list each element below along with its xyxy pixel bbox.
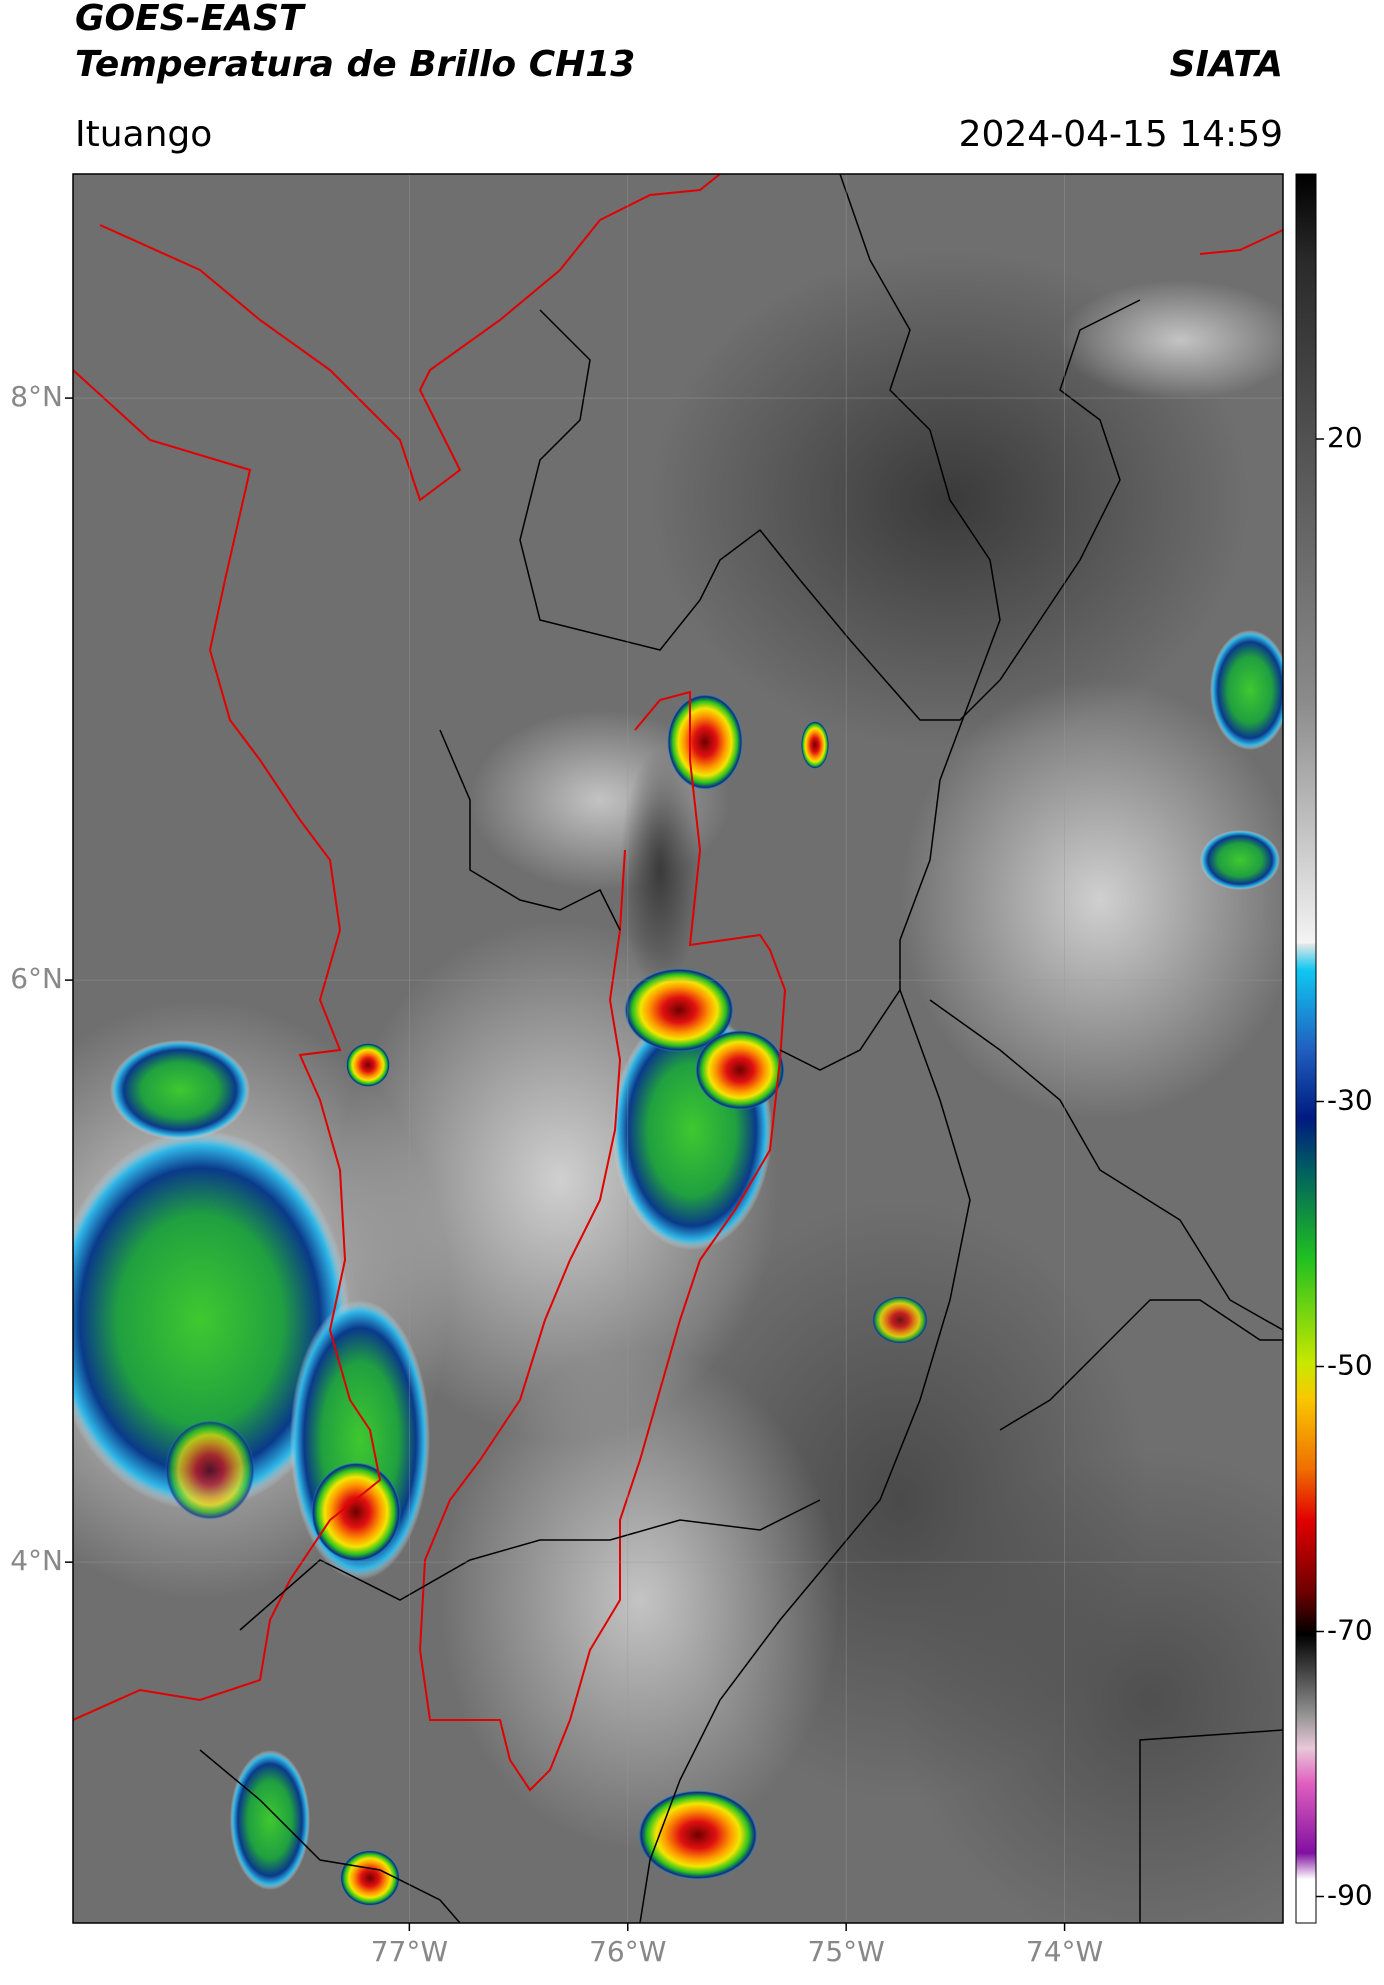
y-tick-label: 4°N bbox=[10, 1544, 63, 1577]
subtitle: Temperatura de Brillo CH13 bbox=[75, 44, 635, 85]
map-frame bbox=[72, 173, 1284, 1924]
timestamp: 2024-04-15 14:59 bbox=[959, 114, 1283, 155]
graticule bbox=[73, 174, 1283, 1923]
y-tick-label: 6°N bbox=[10, 962, 63, 995]
location: Ituango bbox=[75, 114, 212, 155]
source: SIATA bbox=[1170, 44, 1283, 85]
title: GOES-EAST bbox=[75, 0, 306, 39]
colorbar-tick-label: -30 bbox=[1327, 1084, 1373, 1117]
colorbar-tick-label: -70 bbox=[1327, 1614, 1373, 1647]
y-tick-label: 8°N bbox=[10, 380, 63, 413]
x-tick-label: 76°W bbox=[589, 1935, 666, 1968]
colorbar bbox=[1295, 173, 1317, 1924]
satellite-image bbox=[73, 174, 1283, 1923]
colorbar-tick-label: -90 bbox=[1327, 1879, 1373, 1912]
x-tick-label: 74°W bbox=[1026, 1935, 1103, 1968]
colorbar-tick-label: -50 bbox=[1327, 1349, 1373, 1382]
colorbar-tick-label: 20 bbox=[1327, 421, 1363, 454]
x-tick-label: 75°W bbox=[808, 1935, 885, 1968]
x-tick-label: 77°W bbox=[371, 1935, 448, 1968]
